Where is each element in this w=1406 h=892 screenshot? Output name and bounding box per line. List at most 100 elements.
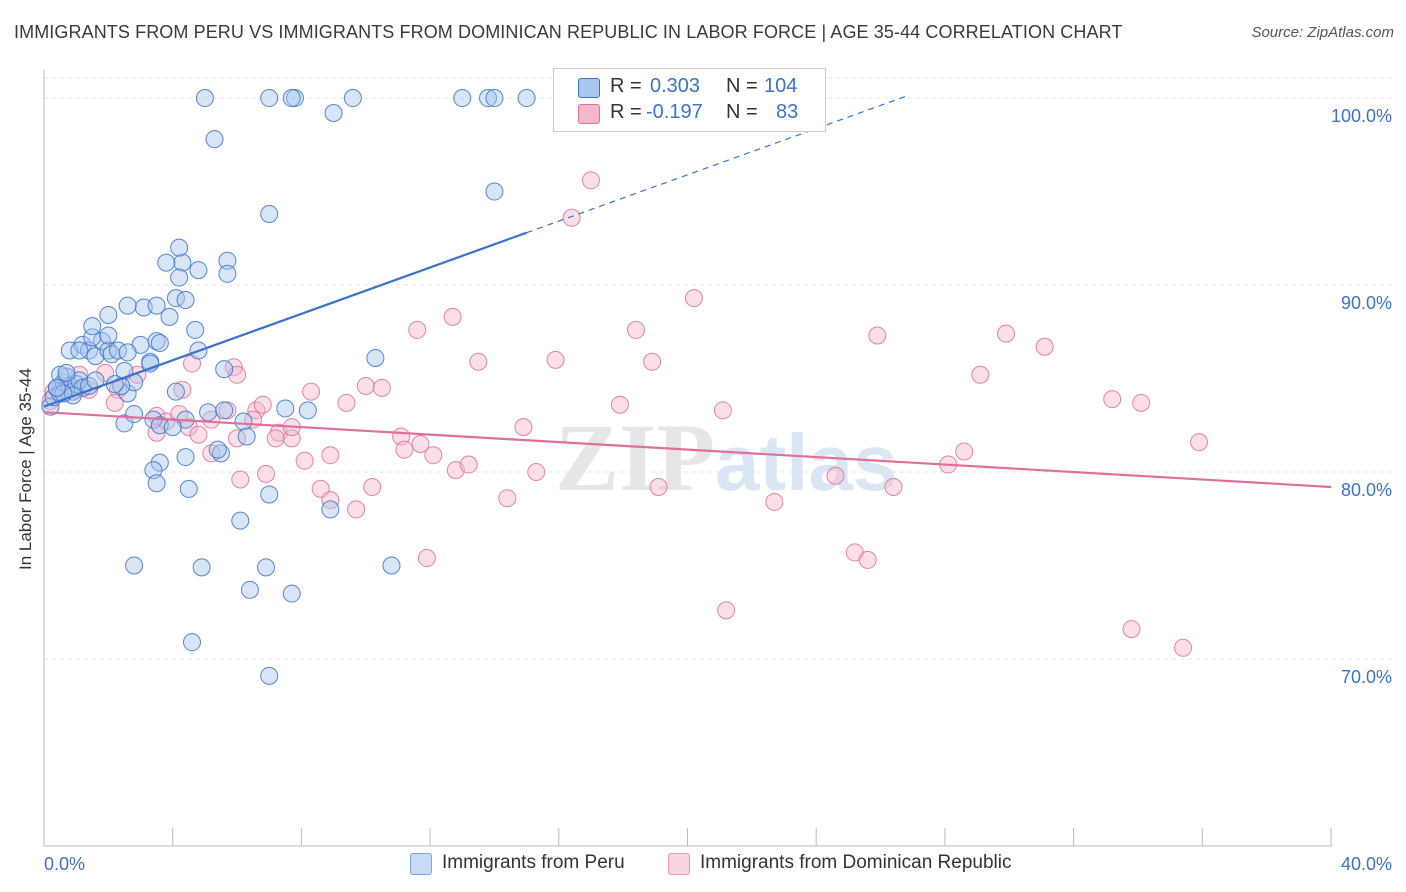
y-tick-label: 70.0%	[1341, 667, 1392, 687]
data-point	[266, 429, 285, 448]
legend-n-value: 104	[764, 75, 798, 97]
data-point	[118, 343, 137, 362]
trend-line-dominican	[43, 411, 1332, 489]
correlation-legend: R = 0.303 N = 104 R = -0.197 N = 83	[553, 68, 826, 132]
data-point	[562, 208, 581, 227]
y-tick-labels: 70.0% 80.0% 90.0% 100.0%	[1331, 106, 1392, 687]
data-point	[485, 89, 504, 108]
data-point	[260, 204, 279, 223]
data-point	[173, 253, 192, 272]
data-point	[99, 326, 118, 345]
data-point	[70, 341, 89, 360]
data-point	[231, 470, 250, 489]
data-point	[321, 500, 340, 519]
data-point	[183, 633, 202, 652]
bottom-legend-label-peru: Immigrants from Peru	[442, 852, 625, 873]
data-point	[347, 500, 366, 519]
data-point	[237, 427, 256, 446]
data-point	[546, 350, 565, 369]
legend-n-label: N =	[726, 75, 758, 97]
data-point	[479, 89, 498, 108]
data-point	[47, 378, 66, 397]
data-point	[443, 307, 462, 326]
data-point	[411, 434, 430, 453]
data-point	[649, 477, 668, 496]
data-point	[356, 377, 375, 396]
data-point	[1190, 433, 1209, 452]
data-point	[170, 268, 189, 287]
y-tick-label: 100.0%	[1331, 106, 1392, 126]
trend-line-peru	[43, 231, 527, 408]
data-point	[260, 89, 279, 108]
y-tick-label: 90.0%	[1341, 293, 1392, 313]
data-point	[57, 363, 76, 382]
data-point	[150, 453, 169, 472]
data-point	[234, 412, 253, 431]
data-point	[858, 550, 877, 569]
data-point	[408, 320, 427, 339]
data-point	[260, 666, 279, 685]
bottom-legend-swatch-pink	[668, 853, 690, 875]
trend-lines	[43, 95, 1332, 489]
data-point	[459, 455, 478, 474]
data-point	[717, 601, 736, 620]
watermark-atlas: atlas	[715, 418, 897, 507]
data-point	[1173, 638, 1192, 657]
series-dominican-republic	[41, 171, 1209, 657]
x-ticks	[172, 828, 1332, 846]
data-point	[257, 464, 276, 483]
data-point	[1035, 337, 1054, 356]
data-point	[282, 584, 301, 603]
data-point	[183, 354, 202, 373]
data-point	[173, 380, 192, 399]
data-point	[517, 89, 536, 108]
data-point	[276, 399, 295, 418]
x-tick-label-max: 40.0%	[1341, 854, 1392, 874]
data-point	[363, 477, 382, 496]
data-point	[302, 382, 321, 401]
x-tick-label-min: 0.0%	[44, 854, 85, 874]
bottom-legend-swatch-blue	[410, 853, 432, 875]
legend-swatch-pink	[578, 104, 600, 124]
data-point	[125, 405, 144, 424]
data-point	[257, 558, 276, 577]
data-point	[157, 253, 176, 272]
data-point	[83, 317, 102, 336]
data-point	[417, 549, 436, 568]
data-point	[160, 307, 179, 326]
bottom-legend-label-dominican: Immigrants from Dominican Republic	[700, 852, 1012, 873]
trend-line-peru-extension	[526, 95, 907, 234]
data-point	[997, 324, 1016, 343]
data-point	[189, 261, 208, 280]
data-point	[179, 479, 198, 498]
data-point	[1103, 390, 1122, 409]
data-point	[166, 382, 185, 401]
gridlines	[44, 77, 1392, 660]
data-point	[581, 171, 600, 190]
legend-r-value: -0.197	[646, 101, 703, 123]
data-point	[366, 348, 385, 367]
data-point	[643, 352, 662, 371]
y-tick-label: 80.0%	[1341, 480, 1392, 500]
data-point	[826, 466, 845, 485]
data-point	[684, 289, 703, 308]
data-point	[163, 418, 182, 437]
data-point	[195, 89, 214, 108]
data-point	[125, 556, 144, 575]
data-point	[868, 326, 887, 345]
data-point	[170, 238, 189, 257]
data-point	[176, 448, 195, 467]
data-point	[231, 511, 250, 530]
data-point	[240, 580, 259, 599]
data-point	[1132, 393, 1151, 412]
data-point	[453, 89, 472, 108]
data-point	[372, 378, 391, 397]
data-point	[713, 401, 732, 420]
data-point	[337, 393, 356, 412]
data-point	[343, 89, 362, 108]
data-point	[321, 491, 340, 510]
data-point	[192, 558, 211, 577]
data-point	[147, 332, 166, 351]
data-point	[498, 489, 517, 508]
